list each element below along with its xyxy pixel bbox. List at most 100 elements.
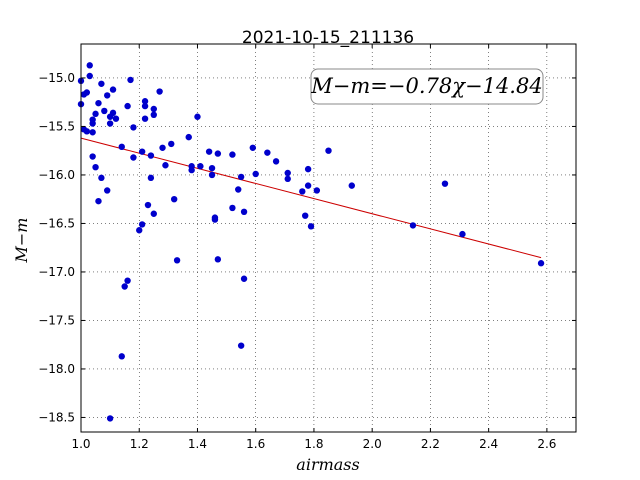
data-point (173, 257, 181, 264)
x-tick-label: 1.0 (71, 437, 90, 451)
data-point (150, 210, 157, 217)
data-point (130, 154, 137, 161)
data-point (104, 187, 111, 194)
data-point (118, 143, 125, 151)
data-point (284, 175, 291, 183)
y-tick-label: −18.0 (38, 362, 75, 376)
x-tick-labels: 1.0 1.2 1.4 1.6 1.8 2.0 2.2 2.4 2.6 (71, 437, 556, 451)
x-tick-label: 1.8 (304, 437, 323, 451)
fit-line (80, 137, 542, 259)
y-tick-label: −17.0 (38, 265, 75, 279)
data-point (141, 98, 149, 105)
x-tick-label: 1.4 (188, 437, 207, 451)
y-tick-label: −16.5 (38, 216, 75, 230)
data-point (211, 216, 219, 223)
data-point (214, 150, 222, 157)
y-axis-label: M−m (12, 218, 31, 264)
data-point (141, 102, 149, 110)
data-point (537, 260, 545, 267)
y-tick-label: −15.5 (38, 119, 75, 133)
data-point (307, 223, 315, 230)
data-point (89, 129, 96, 136)
data-point (240, 208, 248, 216)
y-tick-label: −17.5 (38, 313, 75, 327)
axis-ticks (80, 44, 576, 432)
data-point (235, 186, 242, 193)
data-point (197, 163, 204, 170)
data-point (208, 164, 216, 172)
data-point (106, 415, 114, 422)
fit-equation: M−m=−0.78χ−14.84 (310, 74, 542, 98)
data-point (92, 110, 99, 118)
data-point (83, 128, 91, 135)
data-point (98, 174, 105, 182)
data-point (325, 147, 332, 154)
data-point (459, 230, 466, 238)
y-tick-labels: −15.0 −15.5 −16.0 −16.5 −17.0 −17.5 −18.0 −18.5 (38, 71, 75, 425)
data-point (138, 148, 146, 155)
data-point (214, 256, 222, 263)
fit-line-group (80, 137, 542, 259)
data-point (98, 80, 105, 87)
data-point (121, 283, 128, 290)
y-tick-label: −18.5 (38, 410, 75, 424)
data-point (86, 62, 93, 69)
data-point (237, 342, 245, 349)
y-tick-label: −16.0 (38, 168, 75, 182)
data-point (168, 140, 175, 148)
data-point (86, 72, 93, 80)
data-point (205, 148, 213, 155)
data-point (194, 113, 201, 120)
plot-frame (80, 43, 577, 433)
x-tick-label: 2.0 (363, 437, 382, 451)
data-point (188, 163, 195, 170)
equation-box (310, 68, 544, 105)
data-point (299, 188, 306, 195)
chart-title: 2021-10-15_211136 (242, 28, 414, 48)
data-point (138, 221, 146, 228)
x-tick-label: 2.2 (421, 437, 440, 451)
data-point (304, 182, 312, 189)
y-tick-label: −15.0 (38, 71, 75, 85)
data-point (272, 158, 280, 165)
data-point (185, 133, 192, 141)
data-point (106, 120, 114, 127)
data-point (112, 115, 120, 122)
data-point (147, 174, 155, 182)
data-point (89, 120, 96, 127)
data-point (229, 151, 236, 158)
data-point (264, 149, 271, 156)
data-point (159, 144, 166, 151)
data-point (127, 76, 134, 84)
data-point (162, 162, 169, 169)
data-point (109, 109, 117, 117)
data-point (147, 152, 155, 159)
data-point (249, 144, 256, 151)
data-point (229, 204, 236, 212)
data-point (304, 165, 312, 173)
data-point (136, 227, 143, 234)
data-point (124, 277, 131, 284)
data-point (92, 163, 99, 171)
data-point (130, 124, 137, 131)
data-point (156, 88, 163, 95)
data-point (95, 99, 102, 107)
data-point (144, 201, 152, 209)
data-point (313, 187, 321, 194)
data-point (83, 89, 91, 96)
data-point (124, 102, 131, 110)
x-tick-label: 2.4 (479, 437, 498, 451)
data-points (77, 62, 545, 422)
data-point (109, 86, 117, 93)
data-point (237, 173, 245, 181)
data-point (95, 197, 102, 205)
data-point (150, 105, 157, 113)
data-point (409, 222, 417, 229)
data-point (284, 169, 291, 177)
x-tick-label: 1.2 (130, 437, 149, 451)
data-point (89, 153, 96, 160)
data-point (101, 107, 108, 115)
data-point (348, 182, 355, 189)
data-point (150, 111, 157, 119)
